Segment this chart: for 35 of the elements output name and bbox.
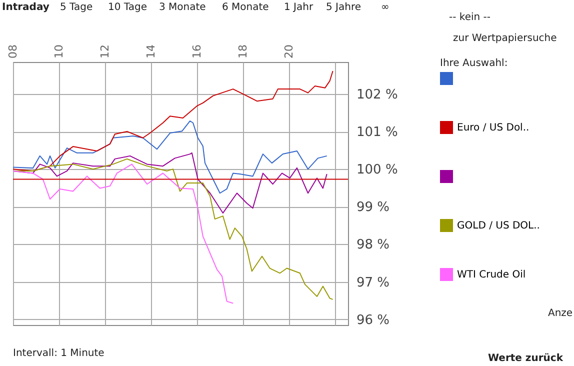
x-tick-label: 10 (52, 44, 66, 58)
y-tick-label: 99 % (356, 200, 390, 216)
text: Werte zurück (488, 353, 564, 364)
text: 6 Monate (222, 2, 269, 13)
y-tick-label: 102 % (356, 87, 398, 102)
legend-label: GOLD / US DOL.. (457, 220, 540, 232)
text: 5 Jahre (326, 2, 361, 13)
x-tick-label: 14 (144, 44, 158, 58)
x-tick-label: 18 (236, 44, 250, 58)
text: Anze (548, 308, 573, 319)
y-tick-label: 98 % (356, 238, 390, 253)
x-tick-label: 08 (6, 44, 20, 58)
legend-label: Euro / US Dol.. (457, 122, 530, 134)
text: Ihre Auswahl: (440, 58, 508, 69)
text: Intervall: 1 Minute (13, 348, 104, 359)
x-tick-label: 12 (98, 44, 112, 58)
text: 1 Jahr (284, 2, 314, 13)
x-tick-label: 20 (282, 44, 296, 58)
y-tick-label: 96 % (356, 312, 390, 328)
y-tick-label: 97 % (356, 275, 390, 290)
text: 10 Tage (108, 2, 147, 13)
line-series (13, 120, 328, 194)
legend-label: WTI Crude Oil (457, 270, 526, 280)
text: -- kein -- (449, 12, 491, 23)
line-series (13, 70, 334, 172)
text: ∞ (381, 2, 390, 13)
y-tick-label: 101 % (356, 125, 398, 140)
text: Intraday (2, 2, 50, 13)
line-series (13, 158, 334, 300)
y-tick-label: 100 % (356, 162, 398, 178)
text: zur Wertpapiersuche (453, 33, 557, 44)
line-series (13, 164, 234, 304)
text: 3 Monate (159, 2, 206, 13)
x-tick-label: 16 (190, 44, 204, 58)
text: 5 Tage (60, 2, 93, 13)
